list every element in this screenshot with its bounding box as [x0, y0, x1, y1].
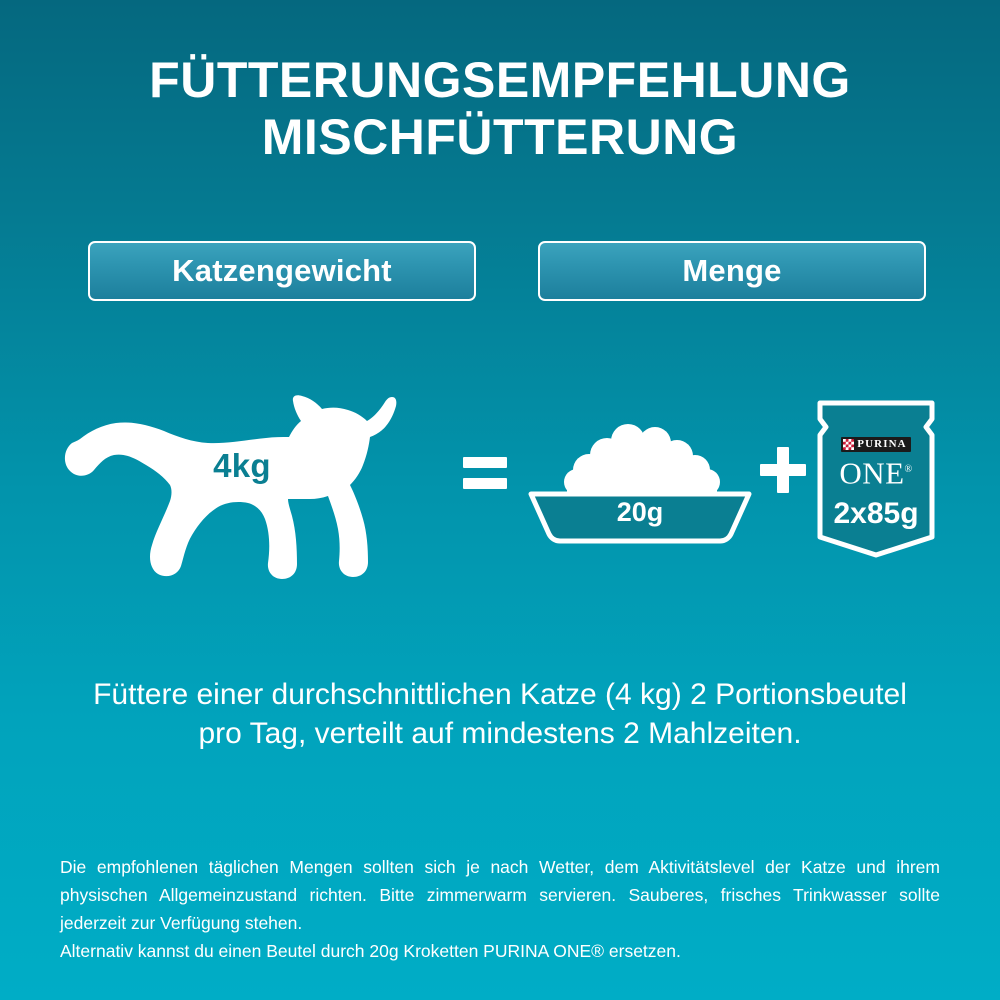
pouch-quantity-label: 2x85g: [833, 497, 919, 530]
column-header-cat-weight-label: Katzengewicht: [172, 253, 392, 288]
equals-bar-top: [463, 457, 507, 468]
checkerboard-icon: [843, 439, 855, 450]
purina-wordmark: PURINA: [857, 438, 907, 450]
cat-silhouette-icon: [64, 395, 397, 579]
purina-one-logo: PURINA ONE®: [810, 437, 942, 489]
equals-bar-bottom: [463, 478, 507, 489]
fineprint-block: Die empfohlenen täglichen Mengen sollten…: [60, 853, 940, 965]
equals-icon: [463, 457, 507, 489]
page-title-line-2: MISCHFÜTTERUNG: [261, 109, 739, 165]
fineprint-paragraph-1: Die empfohlenen täglichen Mengen sollten…: [60, 857, 940, 933]
column-header-amount: Menge: [538, 241, 926, 301]
plus-icon: [760, 447, 806, 493]
kibble-mound: [564, 424, 720, 498]
page-title-line-1: FÜTTERUNGSEMPFEHLUNG: [149, 52, 851, 108]
one-wordmark: ONE®: [810, 454, 942, 489]
one-wordmark-text: ONE: [839, 455, 905, 491]
column-header-cat-weight: Katzengewicht: [88, 241, 476, 301]
cat-weight-label: 4kg: [60, 447, 460, 485]
feeding-equation-row: 4kg 20g: [0, 385, 1000, 585]
bowl-body: [528, 491, 752, 544]
feeding-description: Füttere einer durchschnittlichen Katze (…: [93, 678, 907, 750]
registered-mark: ®: [904, 464, 913, 475]
bowl-with-kibble-icon: [528, 424, 752, 544]
pouch-illustration: PURINA ONE® 2x85g: [810, 397, 942, 562]
cat-illustration: 4kg: [60, 385, 460, 585]
food-bowl-illustration: 20g: [515, 410, 765, 560]
purina-badge: PURINA: [841, 437, 911, 452]
fineprint-paragraph-2: Alternativ kannst du einen Beutel durch …: [60, 941, 681, 961]
column-header-amount-label: Menge: [682, 253, 782, 288]
bowl-amount-label: 20g: [616, 497, 664, 527]
cat-weight-value: 4kg: [213, 447, 271, 484]
plus-bar-vertical: [777, 447, 789, 493]
page-title: FÜTTERUNGSEMPFEHLUNG MISCHFÜTTERUNG: [0, 52, 1000, 166]
